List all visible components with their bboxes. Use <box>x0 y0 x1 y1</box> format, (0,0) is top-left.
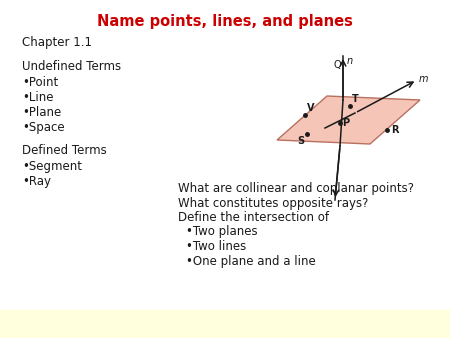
Text: •Line: •Line <box>22 91 54 104</box>
Text: What constitutes opposite rays?: What constitutes opposite rays? <box>178 196 369 210</box>
Text: Defined Terms: Defined Terms <box>22 144 107 157</box>
Text: •Segment: •Segment <box>22 160 82 173</box>
Text: Chapter 1.1: Chapter 1.1 <box>22 36 92 49</box>
Text: •Two planes: •Two planes <box>186 225 257 239</box>
Text: •Space: •Space <box>22 121 65 134</box>
Text: •Ray: •Ray <box>22 175 51 188</box>
Text: What are collinear and coplanar points?: What are collinear and coplanar points? <box>178 182 414 195</box>
Text: n: n <box>347 56 353 66</box>
Text: Define the intersection of: Define the intersection of <box>178 211 329 224</box>
Text: Undefined Terms: Undefined Terms <box>22 60 121 73</box>
Text: Name points, lines, and planes: Name points, lines, and planes <box>97 14 353 29</box>
Polygon shape <box>277 96 420 144</box>
Bar <box>0 310 450 338</box>
Text: S: S <box>297 136 304 146</box>
Text: m: m <box>419 74 428 84</box>
Text: •One plane and a line: •One plane and a line <box>186 255 316 267</box>
Text: V: V <box>307 103 315 113</box>
Text: •Two lines: •Two lines <box>186 240 246 253</box>
Text: Q: Q <box>333 60 341 70</box>
Text: •Plane: •Plane <box>22 106 61 119</box>
Text: •Point: •Point <box>22 76 58 89</box>
Text: P: P <box>342 118 349 128</box>
Text: R: R <box>391 125 399 135</box>
Text: T: T <box>352 94 359 104</box>
